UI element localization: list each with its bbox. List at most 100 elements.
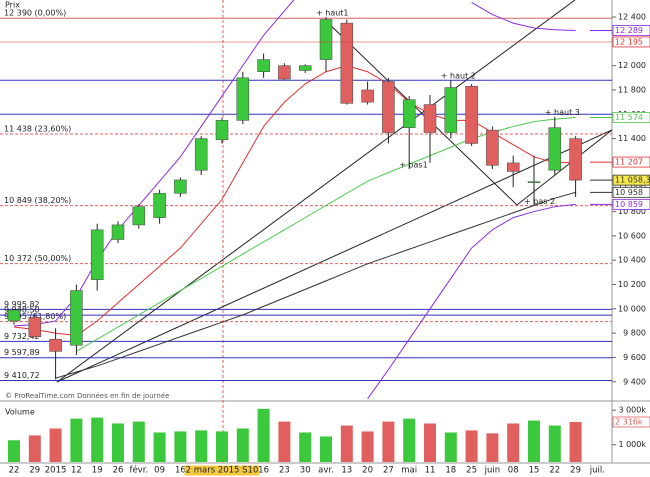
candle-body xyxy=(444,87,458,133)
y-tick-label: 10 800 xyxy=(618,207,646,216)
candle-body xyxy=(298,65,312,71)
volume-bar xyxy=(195,430,208,462)
price-label: 10 958 xyxy=(615,188,643,197)
ma-line xyxy=(13,65,576,337)
candle-body xyxy=(70,290,83,346)
annotation: + haut 2 xyxy=(441,72,476,81)
y-tick-label: 10 600 xyxy=(618,231,646,240)
x-tick-label: 19 xyxy=(92,466,103,476)
price-label-box xyxy=(612,186,650,198)
price-label-box xyxy=(612,174,650,186)
volume-bar xyxy=(528,420,540,462)
x-tick-label: 16 xyxy=(258,466,269,476)
volume-bar xyxy=(153,432,166,462)
x-tick-label: 30 xyxy=(300,466,311,476)
y-tick-label: 12 000 xyxy=(618,61,646,70)
candle-body xyxy=(111,224,125,240)
price-label-box xyxy=(612,156,650,168)
volume-bar xyxy=(424,423,436,462)
x-tick-label: 09 xyxy=(154,466,165,476)
volume-bar xyxy=(320,436,332,462)
annotation: + haut1 xyxy=(316,9,349,18)
y-tick-label: 10 200 xyxy=(618,280,646,289)
ma-line xyxy=(471,1,576,32)
volume-bar xyxy=(403,418,416,462)
trend-line xyxy=(56,129,612,383)
volume-bar xyxy=(49,428,62,462)
volume-bar xyxy=(257,408,270,462)
price-label: 11 574 xyxy=(615,113,643,122)
volume-bar xyxy=(465,430,478,462)
y-tick-label: 3 000k xyxy=(618,406,646,415)
x-tick-label: 11 xyxy=(425,466,436,476)
candle-body xyxy=(215,120,229,141)
annotation: + bas 2 xyxy=(524,197,555,206)
volume-bar xyxy=(340,425,353,462)
volume-bar xyxy=(236,428,249,462)
price-label-box xyxy=(612,416,650,428)
y-tick-label: 11 800 xyxy=(618,85,646,94)
fib-label: 10 372 (50,00%) xyxy=(4,254,71,263)
x-tick-label: 08 xyxy=(508,466,519,476)
x-tick-label: 13 xyxy=(341,466,352,476)
x-tick-label: mai xyxy=(401,466,417,476)
annotation: + bas1 xyxy=(399,160,427,169)
level-label: 9 948,50 xyxy=(4,306,40,315)
x-tick-label: 29 xyxy=(29,466,40,476)
x-tick-label: juil. xyxy=(589,466,605,476)
x-tick-label: 29 xyxy=(570,466,581,476)
x-tick-label: 26 xyxy=(113,466,124,476)
annotation: + haut 3 xyxy=(545,108,580,117)
y-tick-label: 9 800 xyxy=(623,329,646,338)
price-label-box xyxy=(612,36,650,48)
credit: © ProRealTime.com Données en fin de jour… xyxy=(5,392,169,400)
level-label: 9 597,89 xyxy=(4,348,40,357)
y-tick-label: 12 400 xyxy=(618,13,646,22)
y-tick-label: 11 400 xyxy=(618,134,646,143)
price-label: 12 195 xyxy=(615,37,643,46)
x-tick-label: févr. xyxy=(129,465,148,476)
price-label: 2 316k xyxy=(615,417,643,426)
candle-body xyxy=(423,104,437,133)
trend-line xyxy=(56,0,576,383)
x-tick-label: 25 xyxy=(466,466,477,476)
candle-body xyxy=(153,193,166,218)
date-highlight xyxy=(184,465,260,476)
volume-bar xyxy=(278,421,291,462)
volume-bar xyxy=(486,433,499,462)
volume-bar xyxy=(361,431,374,462)
x-tick-label: 16 xyxy=(175,466,186,476)
volume-title: Volume xyxy=(5,408,35,417)
x-tick-label: 2015 xyxy=(45,466,67,476)
candle-body xyxy=(340,22,354,104)
x-tick-label: avr. xyxy=(318,466,334,476)
volume-bar xyxy=(8,440,20,462)
price-label: 12 289 xyxy=(615,26,643,35)
fib-label: 12 390 (0,00%) xyxy=(4,9,66,18)
volume-bar xyxy=(70,418,83,462)
candle-body xyxy=(90,229,104,280)
candle-body xyxy=(28,317,42,338)
candle-body xyxy=(506,162,520,172)
candle-body xyxy=(194,138,208,171)
y-tick-label: 1 000k xyxy=(618,440,646,449)
price-title: Prix xyxy=(5,1,20,10)
x-tick-label: 23 xyxy=(279,466,290,476)
candle-body xyxy=(486,129,499,166)
level-label: 9 995,82 xyxy=(4,300,40,309)
x-tick-label: 20 xyxy=(362,466,373,476)
price-label-box xyxy=(612,112,650,123)
volume-bar xyxy=(444,432,457,462)
candle-body xyxy=(548,127,562,171)
level-label: 9 732,42 xyxy=(4,332,40,341)
candle-body xyxy=(465,86,478,144)
candle-body xyxy=(402,99,416,128)
y-tick-label: 10 000 xyxy=(618,304,646,313)
volume-bar xyxy=(28,435,41,462)
ma-line xyxy=(367,203,576,400)
volume-bar xyxy=(174,431,187,462)
x-tick-label: 27 xyxy=(383,466,394,476)
x-tick-label: 22 xyxy=(9,466,20,476)
